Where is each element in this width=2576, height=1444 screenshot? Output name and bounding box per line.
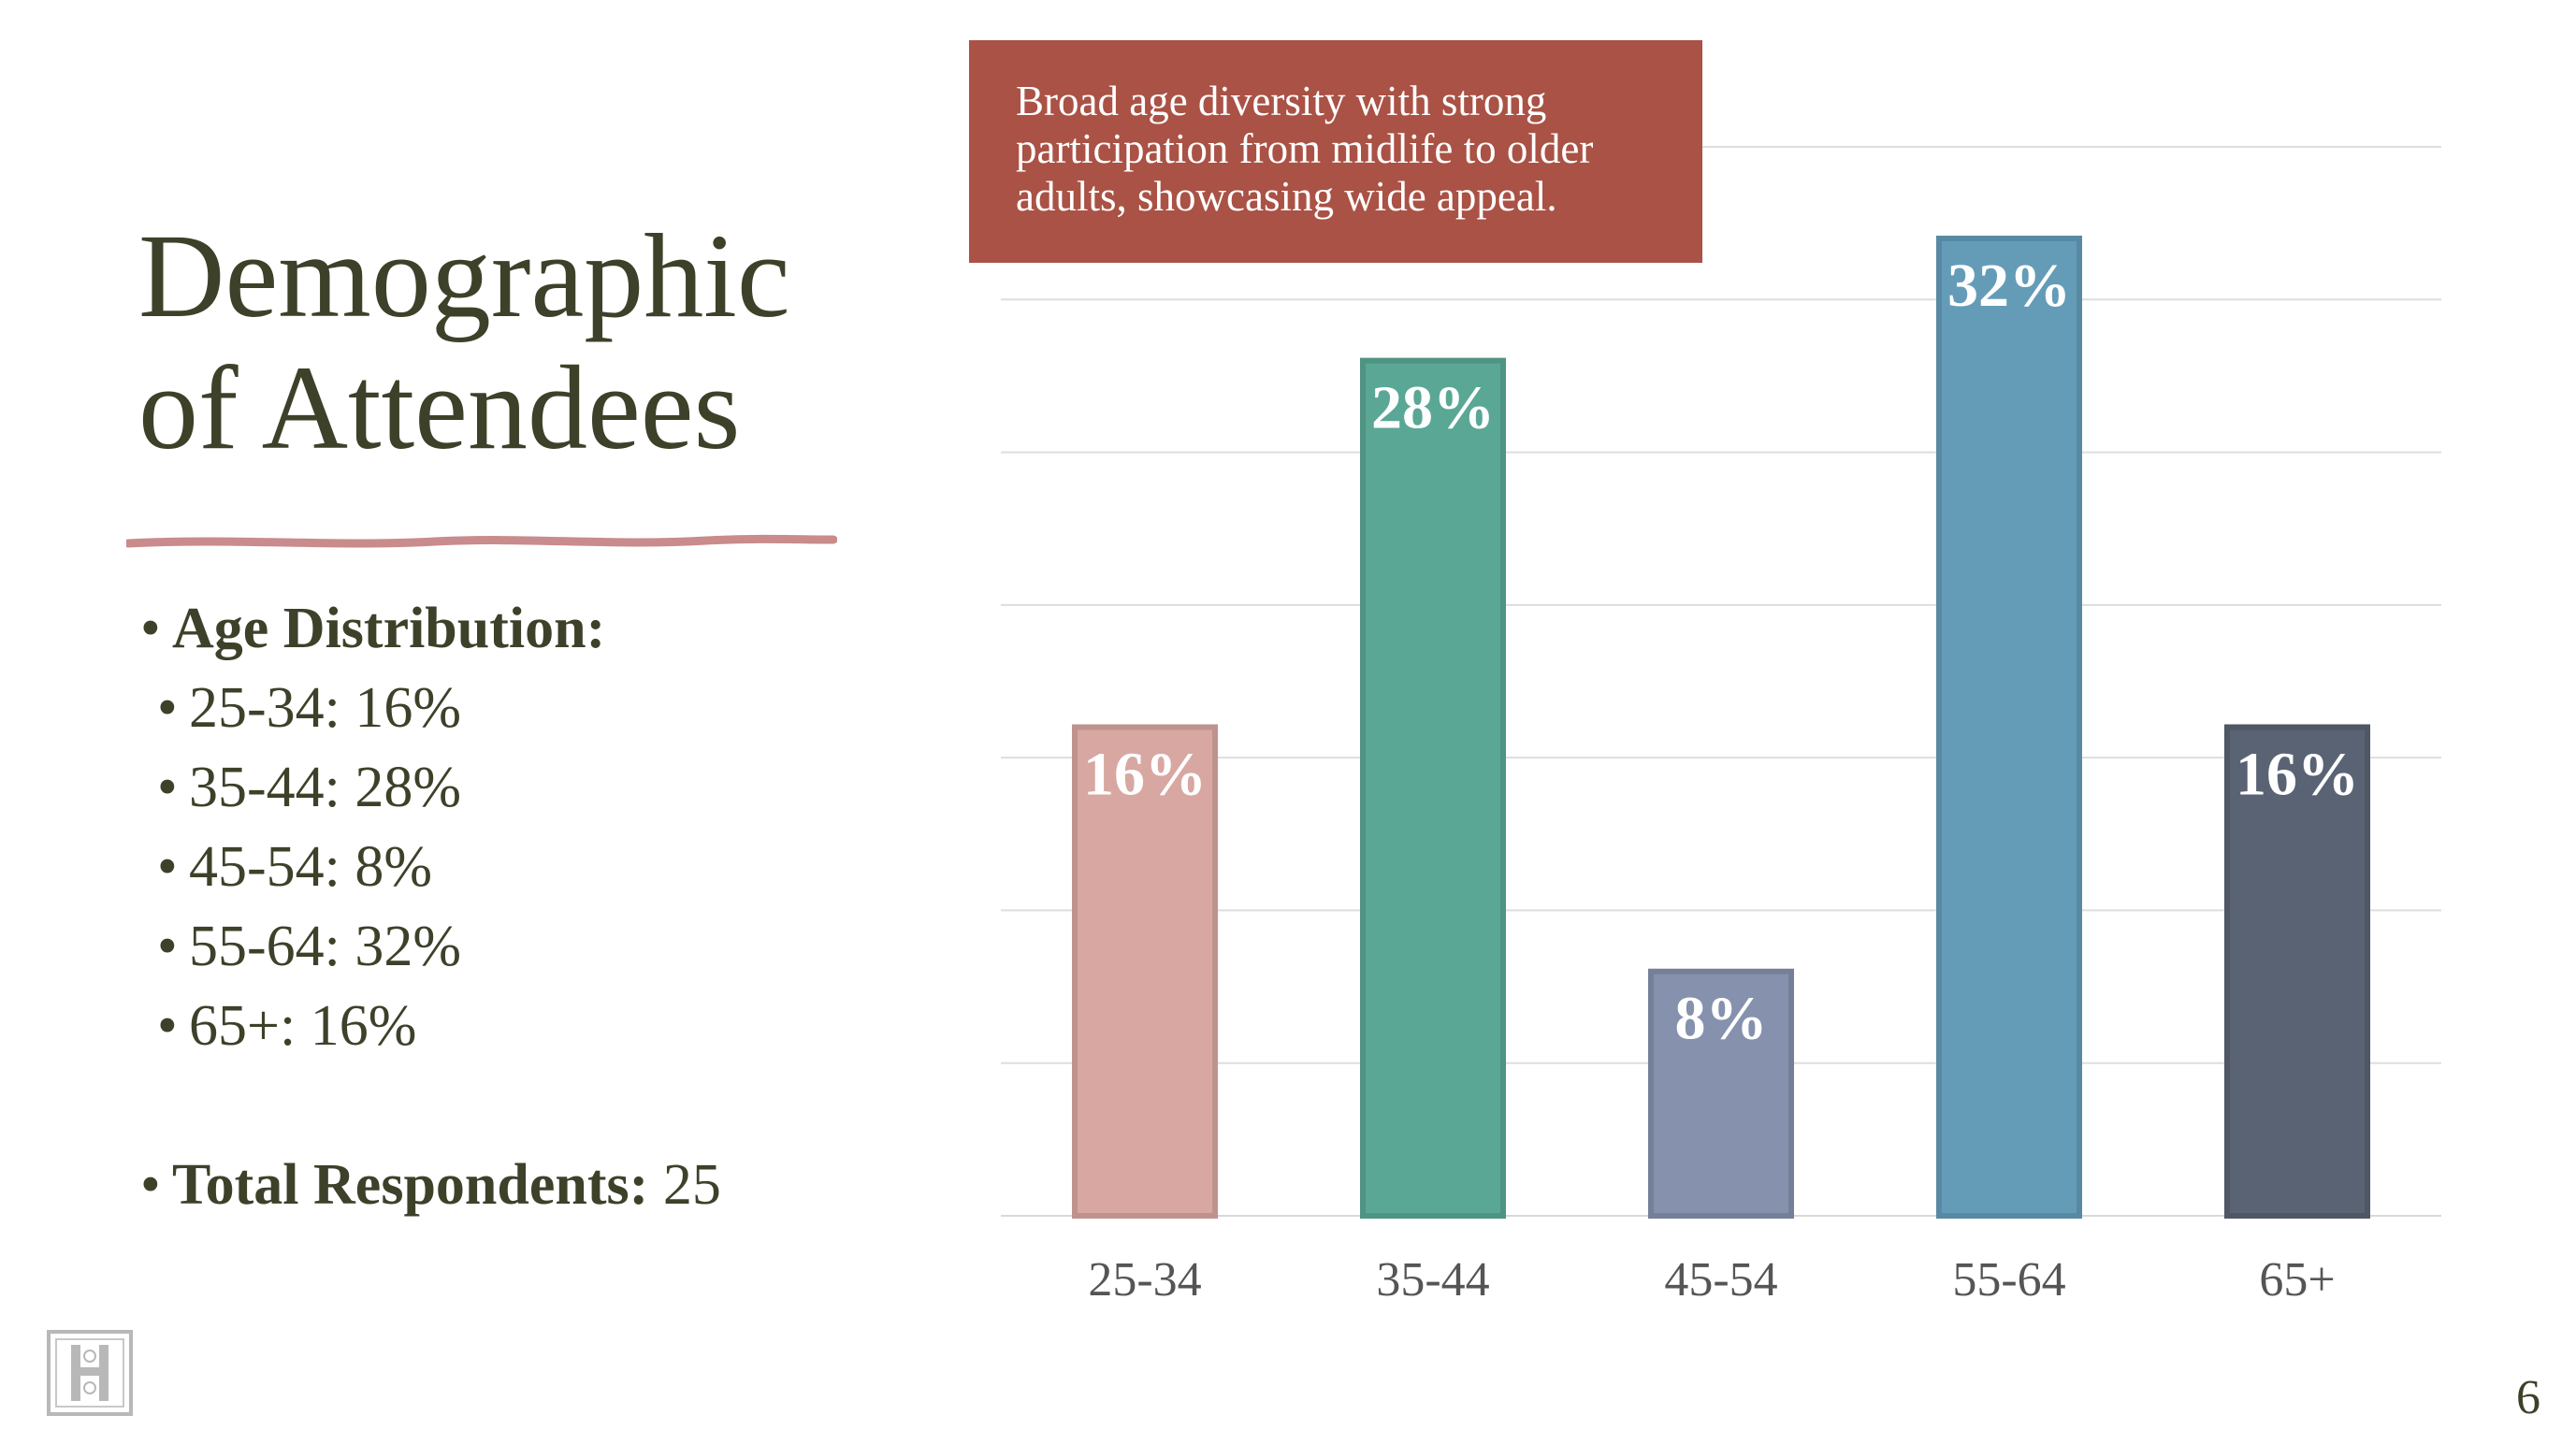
age-bar-chart: 16% 25-34 28% 35-44 8% 45-54 32% 55-64 16% 65+: [1001, 146, 2441, 1307]
total-value: 25: [662, 1153, 721, 1217]
page-number: 6: [2516, 1371, 2540, 1424]
age-heading: Age Distribution:: [172, 597, 606, 660]
bar-45-54: [1648, 968, 1794, 1219]
bar-25-34: [1072, 724, 1218, 1219]
bullet-age-item: • 25-34: 16%: [140, 669, 721, 748]
slide-title: Demographic of Attendees: [138, 210, 887, 474]
x-tick-label: 55-64: [1952, 1253, 2065, 1307]
bar-data-label: 32%: [1947, 252, 2071, 320]
age-item-label: 55-64: 32%: [189, 915, 462, 978]
callout-box: Broad age diversity with strong particip…: [969, 40, 1702, 263]
age-item-label: 45-54: 8%: [189, 835, 433, 899]
bullet-dot: •: [157, 915, 178, 978]
title-line-1: Demographic: [138, 209, 790, 342]
total-label: Total Respondents:: [172, 1153, 649, 1217]
spacer: [140, 1066, 721, 1146]
bar-data-label: 8%: [1675, 985, 1768, 1053]
bar-data-label: 16%: [1083, 740, 1207, 808]
bullet-dot: •: [140, 597, 161, 660]
x-tick-label: 25-34: [1088, 1253, 1201, 1307]
bullet-dot: •: [140, 1153, 161, 1217]
bullet-age-distribution: • Age Distribution:: [140, 589, 721, 669]
bullet-list: • Age Distribution: • 25-34: 16% • 35-44: 2…: [140, 589, 721, 1225]
logo-icon: [47, 1330, 133, 1416]
age-item-label: 35-44: 28%: [189, 756, 462, 819]
bullet-age-item: • 55-64: 32%: [140, 907, 721, 987]
bullet-dot: •: [157, 676, 178, 740]
bullet-age-item: • 65+: 16%: [140, 987, 721, 1066]
age-item-label: 65+: 16%: [189, 994, 417, 1058]
bullet-total-respondents: • Total Respondents: 25: [140, 1146, 721, 1225]
bullet-dot: •: [157, 994, 178, 1058]
age-item-label: 25-34: 16%: [189, 676, 462, 740]
bar-65+: [2224, 724, 2370, 1219]
bar-55-64: [1936, 235, 2082, 1219]
bar-data-label: 28%: [1371, 374, 1495, 442]
bullet-dot: •: [157, 756, 178, 819]
callout-text: Broad age diversity with strong particip…: [1016, 78, 1594, 220]
x-tick-label: 45-54: [1664, 1253, 1777, 1307]
bar-35-44: [1360, 357, 1506, 1220]
title-line-2: of Attendees: [138, 340, 741, 474]
bullet-dot: •: [157, 835, 178, 899]
x-tick-label: 35-44: [1376, 1253, 1489, 1307]
title-underline-decoration: [126, 534, 837, 548]
bar-data-label: 16%: [2236, 740, 2359, 808]
bullet-age-item: • 35-44: 28%: [140, 748, 721, 828]
x-tick-label: 65+: [2259, 1253, 2335, 1307]
bullet-age-item: • 45-54: 8%: [140, 828, 721, 907]
